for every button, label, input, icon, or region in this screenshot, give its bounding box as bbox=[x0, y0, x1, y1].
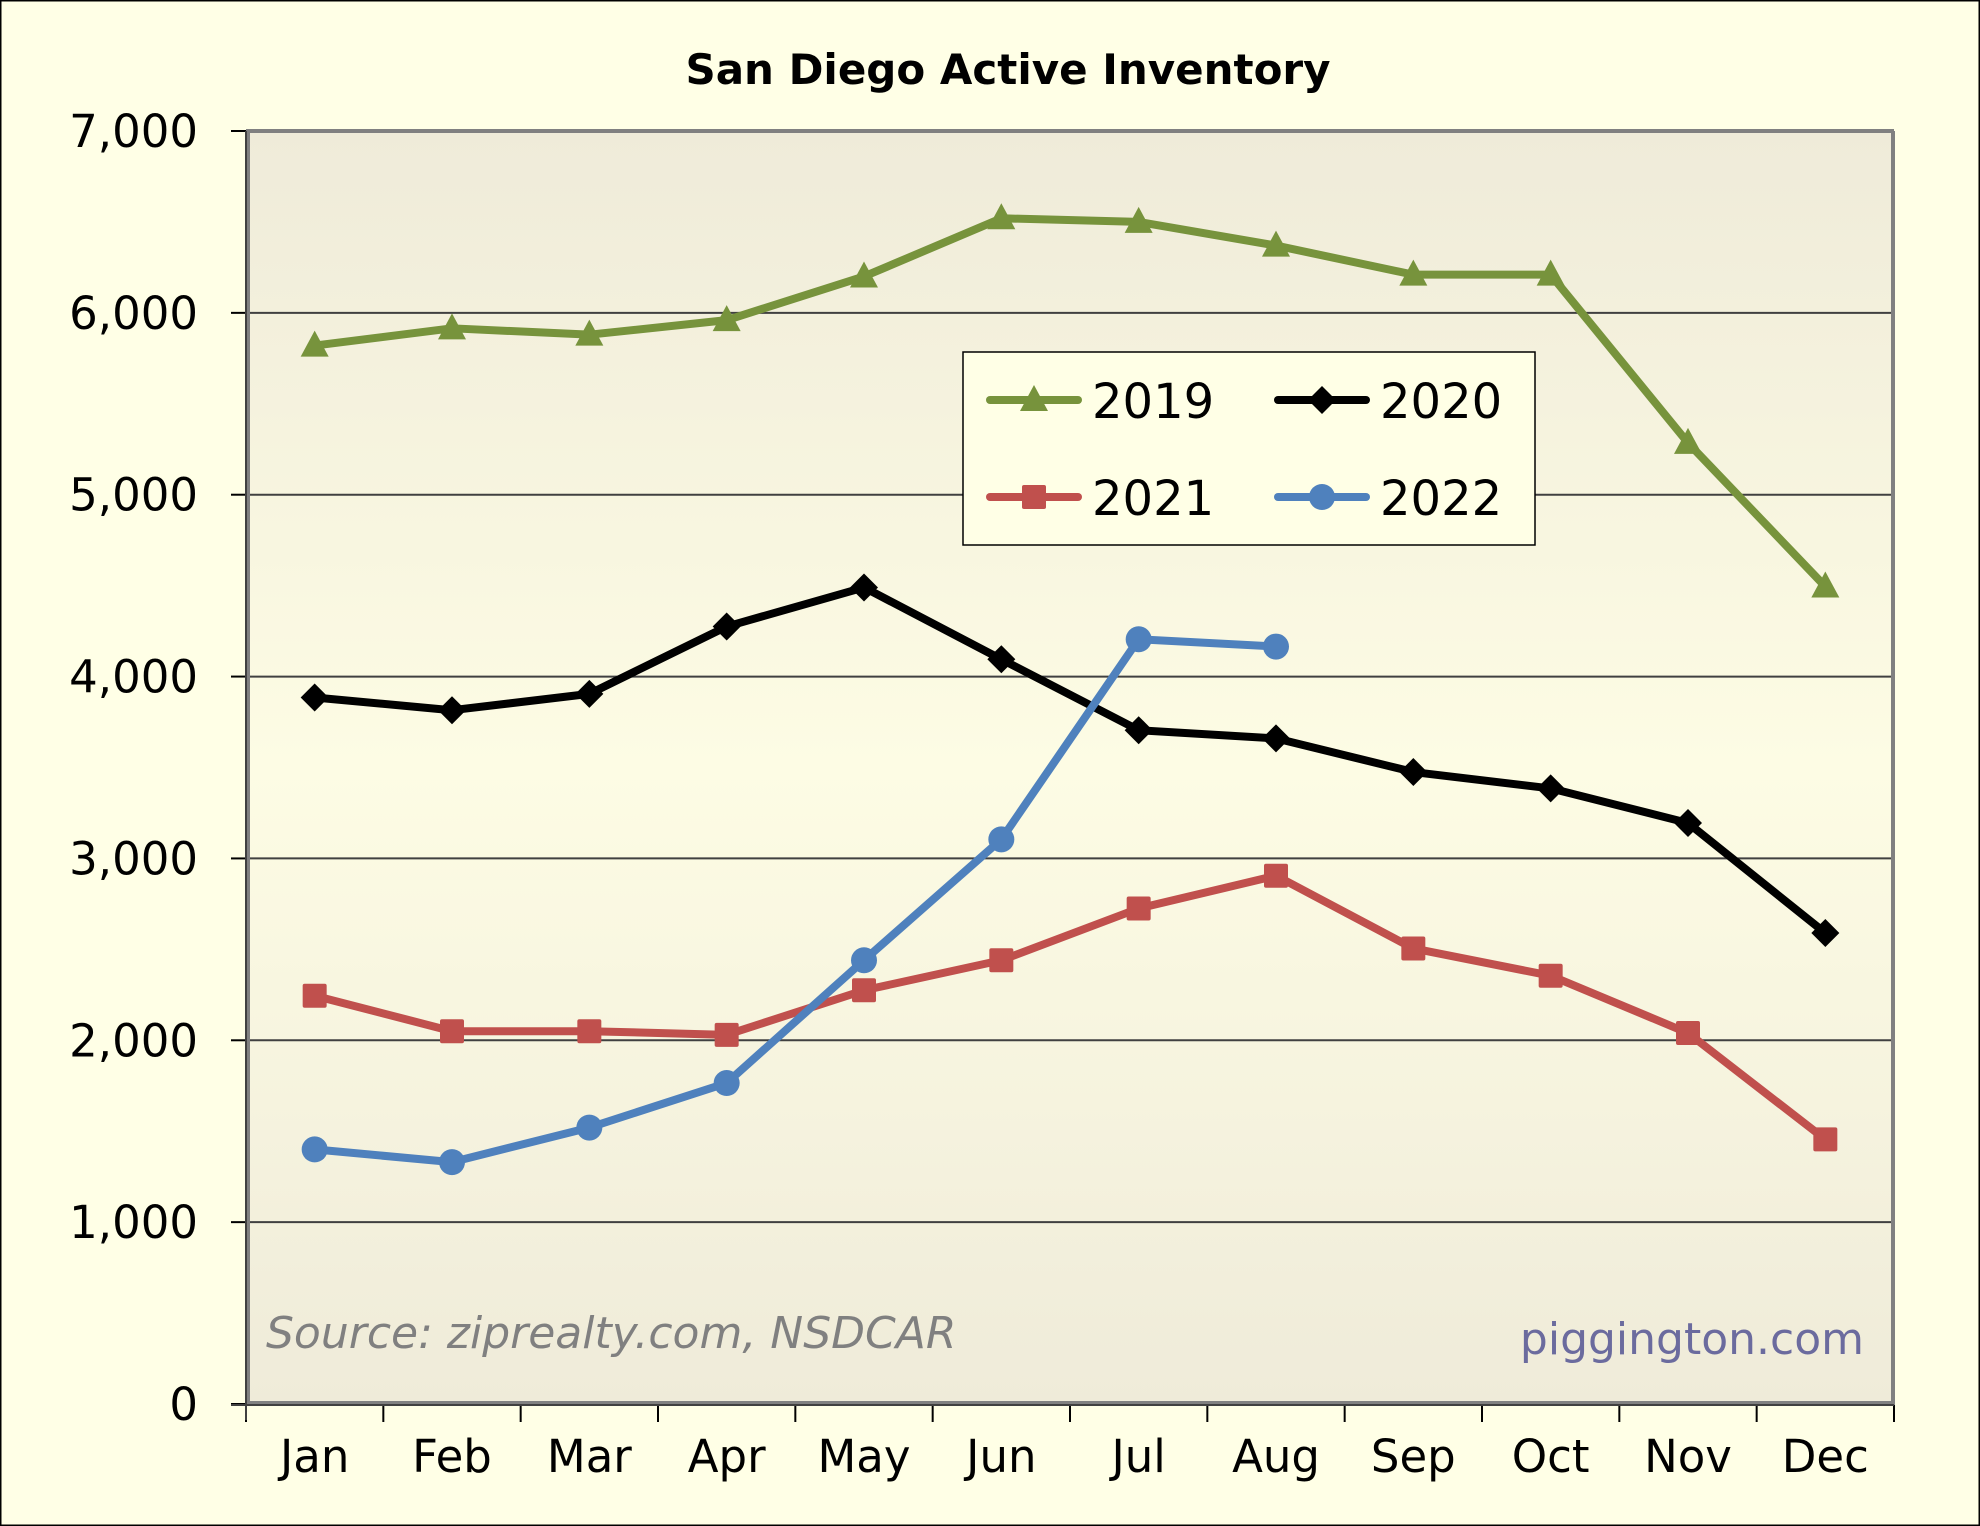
data-point-2019-Jun bbox=[987, 203, 1016, 230]
y-tick-label: 5,000 bbox=[69, 469, 198, 522]
data-point-2021-Jul bbox=[1126, 896, 1151, 921]
x-tick-label: Jul bbox=[1109, 1430, 1166, 1483]
data-point-2022-Jan bbox=[301, 1136, 328, 1163]
data-point-2021-Feb bbox=[440, 1019, 464, 1044]
x-axis: Jan Feb Mar Apr May Jun Jul Aug Sep Oct Nov Dec bbox=[245, 1404, 1895, 1483]
data-point-2022-May bbox=[851, 947, 877, 974]
x-tick-label: Dec bbox=[1782, 1430, 1869, 1483]
legend-marker-diamond-icon bbox=[1308, 386, 1336, 414]
data-point-2020-Sep bbox=[1399, 758, 1428, 787]
data-point-2019-Dec bbox=[1811, 571, 1840, 598]
series-line-2020 bbox=[310, 583, 1830, 937]
data-point-2021-Sep bbox=[1401, 936, 1426, 961]
legend-label: 2022 bbox=[1380, 471, 1502, 527]
x-tick-label: Apr bbox=[688, 1430, 766, 1483]
x-tick-label: May bbox=[817, 1430, 910, 1483]
data-point-2021-Oct bbox=[1538, 963, 1563, 988]
legend-label: 2020 bbox=[1380, 374, 1502, 430]
series-line-2019 bbox=[310, 214, 1830, 591]
series-2022 bbox=[301, 626, 1289, 1176]
data-point-2020-Mar bbox=[575, 679, 604, 708]
data-point-2020-Jul bbox=[1124, 716, 1153, 745]
x-tick-label: Jun bbox=[963, 1430, 1036, 1483]
x-tick-label: Feb bbox=[412, 1430, 492, 1483]
legend-item-2022: 2022 bbox=[1274, 471, 1502, 527]
data-point-2022-Mar bbox=[576, 1114, 603, 1141]
data-point-2020-Jan bbox=[300, 683, 329, 712]
data-point-2021-Nov bbox=[1676, 1021, 1700, 1046]
x-tick-label: Mar bbox=[547, 1430, 632, 1483]
data-point-2020-Apr bbox=[712, 612, 741, 641]
data-point-2020-Oct bbox=[1536, 774, 1565, 803]
x-tick-label: Jan bbox=[277, 1430, 349, 1483]
data-point-2020-Jun bbox=[987, 645, 1016, 674]
data-point-2020-Feb bbox=[438, 696, 466, 725]
x-tick-label: Oct bbox=[1512, 1430, 1590, 1483]
data-point-2021-Aug bbox=[1264, 863, 1288, 888]
data-point-2019-Jan bbox=[300, 330, 329, 357]
legend-marker-triangle-icon bbox=[1020, 385, 1048, 411]
data-point-2020-Dec bbox=[1811, 918, 1840, 947]
chart-title: San Diego Active Inventory bbox=[685, 45, 1330, 94]
series-2020 bbox=[300, 573, 1840, 947]
data-point-2019-Oct bbox=[1536, 259, 1565, 286]
data-point-2022-Apr bbox=[713, 1070, 740, 1097]
data-point-2021-May bbox=[852, 978, 876, 1003]
legend-item-2020: 2020 bbox=[1274, 374, 1502, 430]
data-point-2020-May bbox=[850, 573, 878, 602]
data-point-2022-Jun bbox=[988, 826, 1015, 853]
y-tick-label: 7,000 bbox=[69, 105, 198, 158]
data-point-2022-Jul bbox=[1125, 626, 1152, 653]
data-point-2019-Feb bbox=[438, 313, 466, 340]
y-tick-label: 4,000 bbox=[69, 651, 198, 704]
data-point-2019-Jul bbox=[1124, 206, 1153, 233]
legend-marker-square-icon bbox=[1022, 485, 1046, 509]
y-tick-label: 1,000 bbox=[69, 1196, 198, 1249]
data-point-2021-Apr bbox=[714, 1022, 739, 1047]
data-point-2021-Mar bbox=[577, 1019, 602, 1044]
series-line-2021 bbox=[310, 871, 1830, 1144]
data-point-2021-Jun bbox=[989, 948, 1014, 973]
data-point-2022-Feb bbox=[439, 1149, 465, 1176]
y-tick-label: 3,000 bbox=[69, 832, 198, 885]
legend-item-2021: 2021 bbox=[986, 471, 1214, 527]
series-group bbox=[300, 203, 1840, 1176]
x-tick-label: Nov bbox=[1644, 1430, 1732, 1483]
data-point-2021-Jan bbox=[302, 983, 327, 1008]
data-point-2019-Apr bbox=[712, 305, 741, 332]
legend-label: 2021 bbox=[1092, 471, 1214, 527]
y-tick-label: 0 bbox=[169, 1378, 198, 1431]
data-point-2019-Nov bbox=[1674, 427, 1702, 454]
x-tick-label: Sep bbox=[1371, 1430, 1456, 1483]
y-tick-label: 2,000 bbox=[69, 1014, 198, 1067]
data-point-2019-May bbox=[850, 261, 878, 288]
y-axis: 0 1,000 2,000 3,000 4,000 5,000 6,000 7,000 bbox=[69, 105, 246, 1431]
series-2021 bbox=[302, 863, 1838, 1152]
legend-marker-circle-icon bbox=[1309, 484, 1335, 510]
data-point-2021-Dec bbox=[1813, 1127, 1838, 1152]
data-point-2020-Aug bbox=[1262, 724, 1290, 753]
data-point-2022-Aug bbox=[1263, 633, 1289, 660]
data-point-2020-Nov bbox=[1674, 808, 1702, 837]
data-point-2019-Mar bbox=[575, 319, 604, 346]
series-2019 bbox=[300, 203, 1840, 598]
legend-box bbox=[962, 351, 1536, 546]
legend-item-2019: 2019 bbox=[986, 374, 1214, 430]
legend: 2019 2020 2021 2022 bbox=[962, 351, 1536, 546]
data-point-2019-Sep bbox=[1399, 259, 1428, 286]
plot-area bbox=[248, 131, 1894, 1404]
watermark-annotation: piggington.com bbox=[1520, 1314, 1864, 1365]
source-annotation: Source: ziprealty.com, NSDCAR bbox=[266, 1308, 956, 1359]
y-tick-label: 6,000 bbox=[69, 287, 198, 340]
legend-label: 2019 bbox=[1092, 374, 1214, 430]
x-tick-label: Aug bbox=[1232, 1430, 1320, 1483]
series-line-2022 bbox=[310, 635, 1280, 1167]
data-point-2019-Aug bbox=[1262, 230, 1290, 257]
